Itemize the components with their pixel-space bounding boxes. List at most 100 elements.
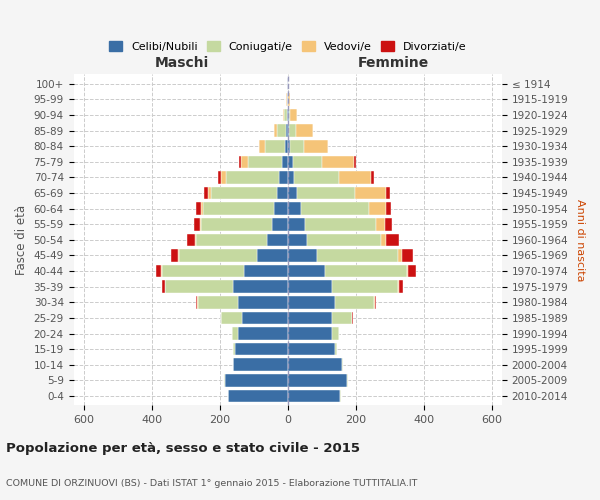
Bar [287, 374, 347, 386]
Bar [289, 109, 290, 122]
Bar [225, 374, 287, 386]
Text: Popolazione per età, sesso e stato civile - 2015: Popolazione per età, sesso e stato civil… [6, 442, 360, 455]
Bar [368, 202, 386, 215]
Bar [248, 156, 281, 168]
Bar [178, 249, 179, 262]
Bar [162, 265, 244, 278]
Bar [287, 109, 289, 122]
Bar [305, 218, 376, 230]
Bar [228, 390, 287, 402]
Bar [293, 156, 322, 168]
Bar [332, 328, 338, 340]
Bar [295, 171, 338, 183]
Bar [289, 93, 290, 106]
Bar [281, 156, 287, 168]
Bar [187, 234, 195, 246]
Bar [239, 156, 241, 168]
Bar [171, 249, 178, 262]
Bar [162, 280, 165, 293]
Bar [166, 280, 233, 293]
Bar [317, 249, 398, 262]
Bar [201, 218, 272, 230]
Bar [322, 156, 354, 168]
Bar [179, 249, 257, 262]
Bar [272, 218, 287, 230]
Bar [307, 234, 380, 246]
Bar [277, 187, 287, 200]
Bar [218, 171, 221, 183]
Bar [304, 140, 328, 152]
Bar [355, 187, 386, 200]
Bar [195, 234, 196, 246]
Bar [287, 124, 289, 137]
Bar [267, 234, 287, 246]
Bar [354, 156, 356, 168]
Bar [287, 140, 290, 152]
Y-axis label: Anni di nascita: Anni di nascita [575, 198, 585, 281]
Bar [156, 265, 161, 278]
Bar [274, 202, 287, 215]
Bar [259, 140, 265, 152]
Bar [196, 202, 201, 215]
Bar [376, 218, 385, 230]
Bar [257, 249, 287, 262]
Bar [398, 280, 399, 293]
Text: Femmine: Femmine [358, 56, 429, 70]
Bar [287, 187, 297, 200]
Bar [287, 218, 305, 230]
Bar [285, 140, 287, 152]
Bar [399, 280, 403, 293]
Bar [274, 124, 277, 137]
Bar [375, 296, 376, 308]
Bar [265, 140, 285, 152]
Legend: Celibi/Nubili, Coniugati/e, Vedovi/e, Divorziati/e: Celibi/Nubili, Coniugati/e, Vedovi/e, Di… [104, 37, 471, 56]
Bar [233, 358, 287, 371]
Bar [296, 124, 313, 137]
Bar [287, 234, 307, 246]
Bar [335, 343, 337, 355]
Y-axis label: Fasce di età: Fasce di età [15, 205, 28, 275]
Bar [287, 358, 342, 371]
Bar [277, 124, 286, 137]
Bar [287, 171, 295, 183]
Bar [287, 249, 317, 262]
Bar [278, 171, 287, 183]
Bar [196, 296, 197, 308]
Bar [301, 202, 368, 215]
Bar [287, 280, 332, 293]
Bar [161, 265, 162, 278]
Bar [233, 343, 235, 355]
Bar [386, 234, 399, 246]
Bar [283, 109, 284, 122]
Bar [342, 358, 343, 371]
Bar [208, 187, 211, 200]
Bar [211, 187, 277, 200]
Bar [238, 296, 287, 308]
Bar [197, 296, 238, 308]
Bar [238, 328, 287, 340]
Bar [401, 249, 413, 262]
Bar [332, 280, 398, 293]
Bar [235, 343, 287, 355]
Bar [203, 202, 274, 215]
Bar [385, 218, 392, 230]
Bar [226, 171, 278, 183]
Text: COMUNE DI ORZINUOVI (BS) - Dati ISTAT 1° gennaio 2015 - Elaborazione TUTTITALIA.: COMUNE DI ORZINUOVI (BS) - Dati ISTAT 1°… [6, 478, 418, 488]
Bar [221, 171, 226, 183]
Bar [289, 124, 296, 137]
Bar [386, 187, 389, 200]
Bar [287, 312, 332, 324]
Bar [221, 312, 242, 324]
Bar [242, 312, 287, 324]
Text: Maschi: Maschi [155, 56, 209, 70]
Bar [398, 249, 401, 262]
Bar [204, 187, 208, 200]
Bar [325, 265, 407, 278]
Bar [386, 202, 391, 215]
Bar [287, 328, 332, 340]
Bar [290, 109, 297, 122]
Bar [297, 187, 355, 200]
Bar [287, 156, 293, 168]
Bar [241, 156, 248, 168]
Bar [371, 171, 374, 183]
